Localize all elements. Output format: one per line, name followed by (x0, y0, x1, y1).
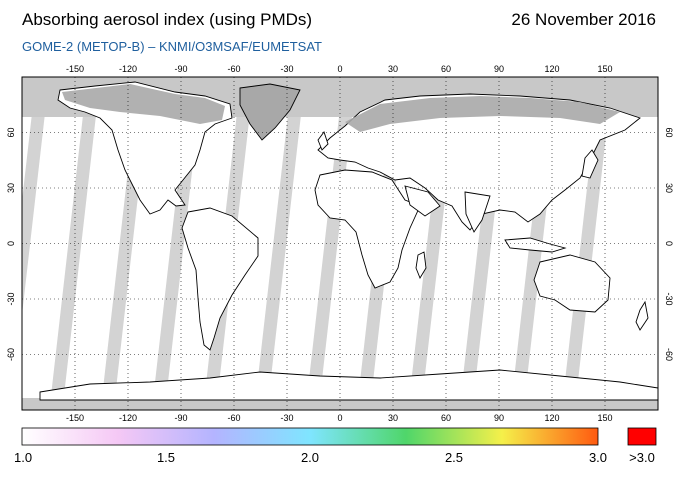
coastline-indonesia (504, 237, 567, 253)
map-title: Absorbing aerosol index (using PMDs) (22, 10, 313, 29)
latitude-tick-left: -60 (6, 348, 16, 361)
latitude-tick-right: -30 (664, 292, 674, 305)
colorbar-labels: 1.0 1.5 2.0 2.5 3.0 (14, 450, 607, 465)
longitude-tick-bottom: 0 (337, 413, 342, 423)
latitude-tick-left: -30 (6, 292, 16, 305)
longitude-tick-bottom: 150 (597, 413, 612, 423)
colorbar-tick-label: 1.5 (157, 450, 175, 465)
coastline-india (464, 191, 491, 233)
coastline-uk (317, 131, 329, 151)
coastline-eurasia (317, 93, 641, 231)
colorbar-tick-label: 1.0 (14, 450, 32, 465)
colorbar-overflow-label: >3.0 (629, 450, 655, 465)
longitude-tick-bottom: 90 (494, 413, 504, 423)
longitude-tick-top: -60 (227, 64, 240, 74)
coastline-japan (581, 149, 599, 179)
longitude-tick-top: 120 (544, 64, 559, 74)
longitude-tick-top: 30 (388, 64, 398, 74)
longitude-tick-top: 0 (337, 64, 342, 74)
longitude-tick-bottom: -30 (280, 413, 293, 423)
coastline-arabia (404, 185, 441, 217)
latitude-tick-left: 60 (6, 127, 16, 137)
longitude-tick-bottom: -120 (119, 413, 137, 423)
colorbar-tick-label: 3.0 (589, 450, 607, 465)
orbit-gap-band (22, 77, 50, 315)
map-content (22, 77, 658, 410)
latitude-tick-right: 0 (664, 241, 674, 246)
latitude-tick-right: 60 (664, 127, 674, 137)
longitude-tick-top: 90 (494, 64, 504, 74)
map-subtitle: GOME-2 (METOP-B) – KNMI/O3MSAF/EUMETSAT (22, 39, 322, 54)
coastline-australia (533, 254, 611, 313)
longitude-tick-top: -90 (174, 64, 187, 74)
colorbar (21, 427, 599, 446)
coastline-new-zealand (635, 300, 649, 331)
longitude-tick-bottom: -150 (66, 413, 84, 423)
longitude-tick-top: 60 (441, 64, 451, 74)
latitude-tick-left: 30 (6, 183, 16, 193)
latitude-tick-left: 0 (6, 241, 16, 246)
map-date: 26 November 2016 (511, 10, 656, 29)
colorbar-overflow-swatch (627, 427, 657, 446)
orbit-gap-band (561, 77, 613, 410)
latitude-tick-right: 30 (664, 183, 674, 193)
coastline-madagascar (415, 251, 427, 280)
longitude-tick-bottom: 60 (441, 413, 451, 423)
longitude-tick-bottom: 120 (544, 413, 559, 423)
longitude-tick-bottom: -60 (227, 413, 240, 423)
coastline-greenland (239, 83, 301, 141)
no-data-land (62, 84, 620, 132)
longitude-tick-top: -120 (119, 64, 137, 74)
latitude-tick-right: -60 (664, 348, 674, 361)
colorbar-tick-label: 2.5 (445, 450, 463, 465)
axis-ticks: -150 -150 -120 -120 -90 -90 -60 -60 -30 -30 0 0 30 30… (6, 64, 674, 423)
coastline-africa (314, 169, 421, 289)
longitude-tick-top: -150 (66, 64, 84, 74)
coastline-south-america (181, 207, 259, 351)
orbit-gap-band (254, 77, 306, 410)
longitude-tick-top: 150 (597, 64, 612, 74)
longitude-tick-bottom: 30 (388, 413, 398, 423)
coastline-antarctica (39, 369, 658, 401)
map-border (21, 76, 659, 411)
colorbar-tick-label: 2.0 (301, 450, 319, 465)
longitude-tick-bottom: -90 (174, 413, 187, 423)
longitude-tick-top: -30 (280, 64, 293, 74)
